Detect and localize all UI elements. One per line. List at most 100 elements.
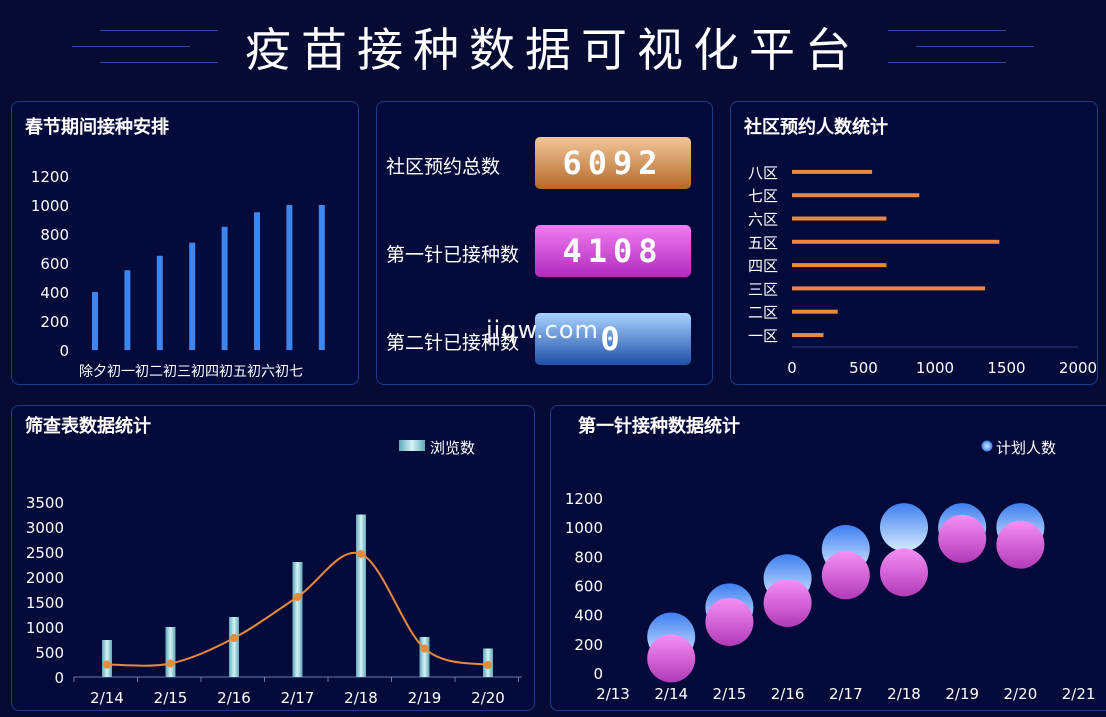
kpi-label-first-dose: 第一针已接种数: [386, 244, 520, 266]
screening-bar: [165, 627, 176, 677]
header-line-right-2: [916, 46, 1034, 47]
first-dose-x-tick: 2/19: [945, 685, 979, 703]
first-dose-legend-marker: [981, 440, 993, 452]
spring-bar: [286, 205, 293, 350]
screening-y-tick: 3500: [26, 494, 64, 512]
community-bar: [792, 309, 838, 314]
first-dose-actual-bubble: [763, 579, 812, 627]
community-x-tick: 2000: [1059, 359, 1097, 377]
kpi-value-total: 6092: [535, 137, 691, 189]
first-dose-y-tick: 200: [574, 636, 603, 654]
screening-line-point: [357, 550, 365, 558]
first-dose-x-tick: 2/17: [829, 685, 863, 703]
first-dose-y-tick: 800: [574, 548, 603, 566]
spring-y-tick: 800: [40, 226, 69, 244]
community-x-tick: 0: [787, 359, 797, 377]
screening-legend-swatch: [399, 440, 425, 451]
spring-y-tick: 200: [40, 313, 69, 331]
screening-chart: 浏览数 0 500 1000 1500 2000 2500 3000 3500 2/14 2/15…: [26, 439, 522, 707]
spring-y-tick: 1200: [31, 168, 69, 186]
screening-bar: [102, 640, 112, 677]
community-category-label: 四区: [748, 257, 778, 275]
screening-y-tick: 1000: [26, 619, 64, 637]
first-dose-chart: 计划人数 0 200 400 600 800 1000 1200 2/13 2/14 2/15 2/…: [565, 439, 1096, 703]
kpi-value-second-dose: 0: [535, 313, 691, 365]
kpi-panel: 社区预约总数 6092 第一针已接种数 4108 第二针已接种数 0: [376, 101, 713, 385]
first-dose-title: 第一针接种数据统计: [578, 416, 740, 437]
spring-bar: [254, 212, 260, 350]
community-bar: [792, 239, 1000, 244]
community-chart: 一区 二区 三区 四区 五区 六区 七区 八区 0 500 1000 1500 2000: [748, 164, 1097, 377]
kpi-label-total: 社区预约总数: [386, 156, 501, 178]
screening-y-tick: 500: [35, 644, 64, 662]
first-dose-y-tick: 600: [574, 578, 603, 596]
community-bar: [792, 169, 873, 174]
screening-x-tick: 2/15: [154, 689, 188, 707]
community-category-label: 三区: [748, 280, 778, 298]
screening-x-tick: 2/19: [408, 689, 442, 707]
community-x-tick: 500: [849, 359, 878, 377]
watermark: jiqw.com: [486, 316, 599, 344]
first-dose-x-tick: 2/21: [1062, 685, 1096, 703]
community-bar: [792, 333, 824, 337]
screening-line-point: [166, 659, 175, 668]
first-dose-x-tick: 2/13: [596, 685, 630, 703]
community-panel: 社区预约人数统计 一区 二区 三区 四区 五区 六区 七区 八区 0 500 1000 1500 200…: [730, 101, 1098, 385]
screening-bar: [292, 562, 303, 677]
first-dose-actual-bubble: [938, 514, 987, 563]
spring-bar: [92, 292, 98, 350]
first-dose-planned-bubble: [880, 503, 928, 552]
spring-bar: [221, 226, 228, 350]
screening-y-tick: 0: [54, 669, 64, 687]
first-dose-y-tick: 0: [593, 665, 603, 683]
screening-x-tick: 2/17: [281, 689, 315, 707]
first-dose-y-tick: 400: [574, 607, 603, 625]
spring-y-tick: 0: [59, 342, 69, 360]
spring-bar: [156, 255, 163, 350]
screening-line-point: [103, 660, 111, 669]
screening-line-point: [293, 593, 302, 601]
screening-line-point: [230, 634, 238, 642]
community-bar: [792, 216, 887, 221]
first-dose-y-tick: 1200: [565, 490, 603, 508]
community-x-tick: 1500: [987, 359, 1025, 377]
header-line-right-3: [888, 62, 1006, 63]
first-dose-x-tick: 2/14: [654, 685, 688, 703]
community-category-label: 一区: [748, 327, 778, 345]
screening-bar: [229, 617, 239, 677]
screening-x-tick: 2/16: [217, 689, 251, 707]
first-dose-x-tick: 2/18: [887, 685, 921, 703]
screening-title: 筛查表数据统计: [25, 416, 151, 437]
community-bar: [792, 286, 986, 291]
spring-y-tick: 1000: [31, 197, 69, 215]
kpi-label-second-dose: 第二针已接种数: [386, 332, 520, 354]
screening-bar: [419, 637, 430, 677]
screening-y-tick: 3000: [26, 519, 64, 537]
community-category-label: 八区: [748, 164, 778, 182]
spring-y-tick: 600: [40, 255, 69, 273]
first-dose-x-tick: 2/15: [713, 685, 747, 703]
spring-y-tick: 400: [40, 284, 69, 302]
community-bar: [792, 263, 887, 268]
first-dose-x-tick: 2/16: [771, 685, 805, 703]
screening-x-tick: 2/20: [471, 689, 505, 707]
kpi-value-first-dose: 4108: [535, 225, 691, 277]
community-category-label: 七区: [748, 187, 778, 205]
spring-schedule-chart: 0 200 400 600 800 1000 1200 除夕初一初二初三初四初五初六初七: [31, 168, 325, 380]
header-line-right-1: [888, 30, 1006, 31]
community-category-label: 六区: [748, 211, 778, 229]
screening-y-tick: 2000: [26, 569, 64, 587]
spring-bar: [124, 270, 131, 350]
community-category-label: 二区: [748, 304, 778, 322]
community-title: 社区预约人数统计: [744, 117, 888, 138]
screening-x-tick: 2/18: [344, 689, 378, 707]
screening-panel: 筛查表数据统计 浏览数 0 500 1000 1500 2000 2500 3000 3500…: [11, 405, 535, 711]
spring-category-labels: 除夕初一初二初三初四初五初六初七: [79, 363, 303, 380]
spring-bar: [318, 205, 325, 350]
screening-y-tick: 1500: [26, 594, 64, 612]
page-title: 疫苗接种数据可视化平台: [245, 23, 861, 77]
spring-schedule-title: 春节期间接种安排: [25, 117, 169, 138]
first-dose-x-tick: 2/20: [1004, 685, 1038, 703]
screening-bar: [356, 514, 366, 677]
screening-legend-label: 浏览数: [430, 439, 475, 457]
